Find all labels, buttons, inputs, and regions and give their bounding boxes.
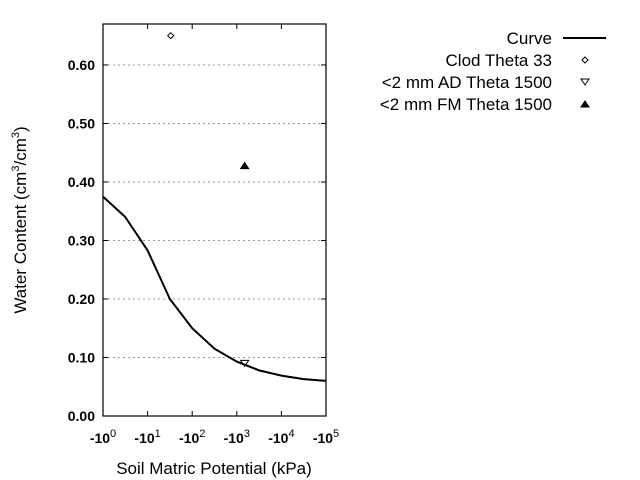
data-point [239, 359, 250, 368]
x-tick-label: -104 [268, 428, 294, 446]
x-tick-base: -10 [90, 430, 110, 446]
legend-label: <2 mm FM Theta 1500 [380, 95, 552, 114]
y-tick-label: 0.40 [68, 174, 95, 190]
y-tick-label: 0.30 [68, 232, 95, 248]
x-tick-base: -10 [268, 430, 288, 446]
legend-symbol [580, 100, 590, 108]
x-tick-label: -103 [224, 428, 250, 446]
x-tick-exponent: 4 [288, 428, 294, 440]
legend-label: <2 mm AD Theta 1500 [382, 73, 552, 92]
curve-line [102, 195, 327, 382]
x-tick-exponent: 5 [333, 428, 339, 440]
legend-symbol [581, 56, 589, 64]
y-tick-label: 0.10 [68, 349, 95, 365]
y-tick-label: 0.00 [68, 408, 95, 424]
legend-label: Curve [507, 29, 552, 48]
x-tick-label: -101 [134, 428, 160, 446]
x-tick-label: -102 [179, 428, 205, 446]
legend-label: Clod Theta 33 [446, 51, 552, 70]
data-point [167, 31, 175, 40]
x-tick-exponent: 2 [199, 428, 205, 440]
x-tick-base: -10 [134, 430, 154, 446]
y-tick-label: 0.50 [68, 115, 95, 131]
x-tick-label: -100 [90, 428, 116, 446]
x-tick-label: -105 [313, 428, 339, 446]
x-tick-base: -10 [224, 430, 244, 446]
x-tick-exponent: 3 [244, 428, 250, 440]
x-tick-base: -10 [313, 430, 333, 446]
x-axis-label: Soil Matric Potential (kPa) [116, 459, 312, 478]
x-tick-base: -10 [179, 430, 199, 446]
legend-symbol [580, 78, 590, 86]
plot-frame [102, 23, 327, 417]
x-tick-exponent: 0 [110, 428, 116, 440]
y-axis-label: Water Content (cm3/cm3) [10, 126, 30, 313]
x-tick-exponent: 1 [155, 428, 161, 440]
y-tick-label: 0.60 [68, 57, 95, 73]
y-tick-label: 0.20 [68, 291, 95, 307]
data-point [239, 161, 250, 170]
